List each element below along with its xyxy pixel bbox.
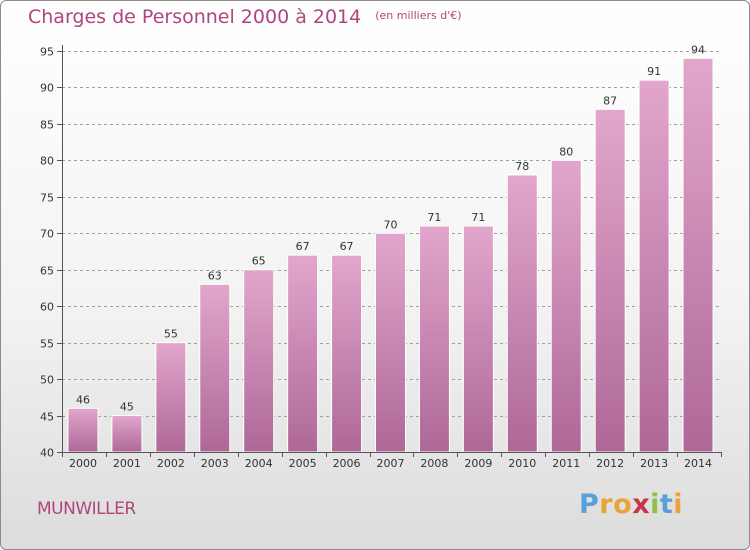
chart-title-text: Charges de Personnel 2000 à 2014 <box>28 6 362 28</box>
bar <box>331 254 363 453</box>
x-tick-label: 2007 <box>377 457 405 470</box>
x-tick-label: 2005 <box>289 457 317 470</box>
bar-value-label: 94 <box>691 43 705 56</box>
bar <box>111 415 143 453</box>
x-tick-label: 2000 <box>69 457 97 470</box>
bar-value-label: 71 <box>427 211 441 224</box>
logo-letter: i <box>673 489 684 520</box>
bar-value-label: 65 <box>252 255 266 268</box>
axes <box>57 45 722 457</box>
bar-value-label: 80 <box>559 145 573 158</box>
y-tick-label: 70 <box>40 228 54 241</box>
x-tick-label: 2008 <box>420 457 448 470</box>
bar <box>418 225 450 453</box>
y-tick-label: 55 <box>40 338 54 351</box>
labels: 40 45 50 55 60 65 70 75 80 85 90 95 46 2000 45 2001 55 20… <box>40 43 712 470</box>
x-tick-label: 2009 <box>464 457 492 470</box>
bar <box>287 254 319 453</box>
bar <box>638 79 670 453</box>
bar <box>199 283 231 453</box>
bar <box>375 232 406 453</box>
place-name: MUNWILLER <box>37 499 136 519</box>
bar <box>462 225 494 453</box>
logo-letter: r <box>599 489 614 520</box>
logo-letter: P <box>579 489 600 520</box>
bar-value-label: 55 <box>164 328 178 341</box>
logo-letter: i <box>650 489 660 520</box>
bars <box>67 57 714 453</box>
x-tick-label: 2003 <box>201 457 229 470</box>
bar <box>682 57 714 453</box>
bar-value-label: 67 <box>296 240 310 253</box>
x-tick-label: 2001 <box>113 457 141 470</box>
bar-value-label: 67 <box>340 240 354 253</box>
y-tick-label: 40 <box>40 447 54 460</box>
chart-title: Charges de Personnel 2000 à 2014 (en mill… <box>28 6 462 28</box>
chart-subtitle: (en milliers d'€) <box>375 9 462 22</box>
x-tick-label: 2006 <box>333 457 361 470</box>
bar-value-label: 70 <box>384 218 398 231</box>
bar-value-label: 63 <box>208 269 222 282</box>
bar <box>506 174 538 453</box>
bar-value-label: 91 <box>647 65 661 78</box>
x-tick-label: 2013 <box>640 457 668 470</box>
x-tick-label: 2011 <box>552 457 580 470</box>
bar-value-label: 71 <box>471 211 485 224</box>
logo-letter: x <box>632 489 651 520</box>
y-tick-label: 80 <box>40 155 54 168</box>
y-tick-label: 75 <box>40 192 54 205</box>
x-tick-label: 2004 <box>245 457 273 470</box>
bar-value-label: 78 <box>515 160 529 173</box>
bar <box>550 159 582 453</box>
y-tick-label: 85 <box>40 119 54 132</box>
y-tick-label: 60 <box>40 301 54 314</box>
x-tick-label: 2014 <box>684 457 712 470</box>
x-tick-label: 2010 <box>508 457 536 470</box>
proxiti-logo: Proxiti <box>579 489 683 520</box>
bar-value-label: 46 <box>76 393 90 406</box>
bar <box>594 108 626 453</box>
y-tick-label: 45 <box>40 411 54 424</box>
bar-value-label: 87 <box>603 94 617 107</box>
y-tick-label: 50 <box>40 374 54 387</box>
y-tick-label: 95 <box>40 46 54 59</box>
x-tick-label: 2002 <box>157 457 185 470</box>
logo-letter: o <box>613 489 633 520</box>
y-tick-label: 65 <box>40 265 54 278</box>
bar-value-label: 45 <box>120 401 134 414</box>
bar <box>243 269 275 453</box>
bar <box>67 407 99 453</box>
x-tick-label: 2012 <box>596 457 624 470</box>
logo-letter: t <box>659 489 674 520</box>
bar <box>155 342 187 453</box>
y-tick-label: 90 <box>40 82 54 95</box>
